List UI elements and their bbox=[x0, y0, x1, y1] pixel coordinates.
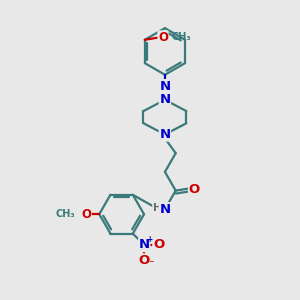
Text: CH₃: CH₃ bbox=[56, 209, 75, 219]
Text: N: N bbox=[159, 203, 170, 216]
Text: N: N bbox=[159, 128, 170, 141]
Text: O: O bbox=[153, 238, 164, 251]
Text: O: O bbox=[158, 31, 168, 44]
Text: +: + bbox=[146, 235, 152, 244]
Text: O: O bbox=[81, 208, 92, 221]
Text: O: O bbox=[189, 183, 200, 196]
Text: H: H bbox=[153, 203, 161, 213]
Text: CH₃: CH₃ bbox=[172, 32, 191, 42]
Text: N: N bbox=[159, 80, 170, 93]
Text: N: N bbox=[159, 93, 170, 106]
Text: ⁻: ⁻ bbox=[148, 259, 154, 269]
Text: O: O bbox=[139, 254, 150, 267]
Text: N: N bbox=[139, 238, 150, 251]
